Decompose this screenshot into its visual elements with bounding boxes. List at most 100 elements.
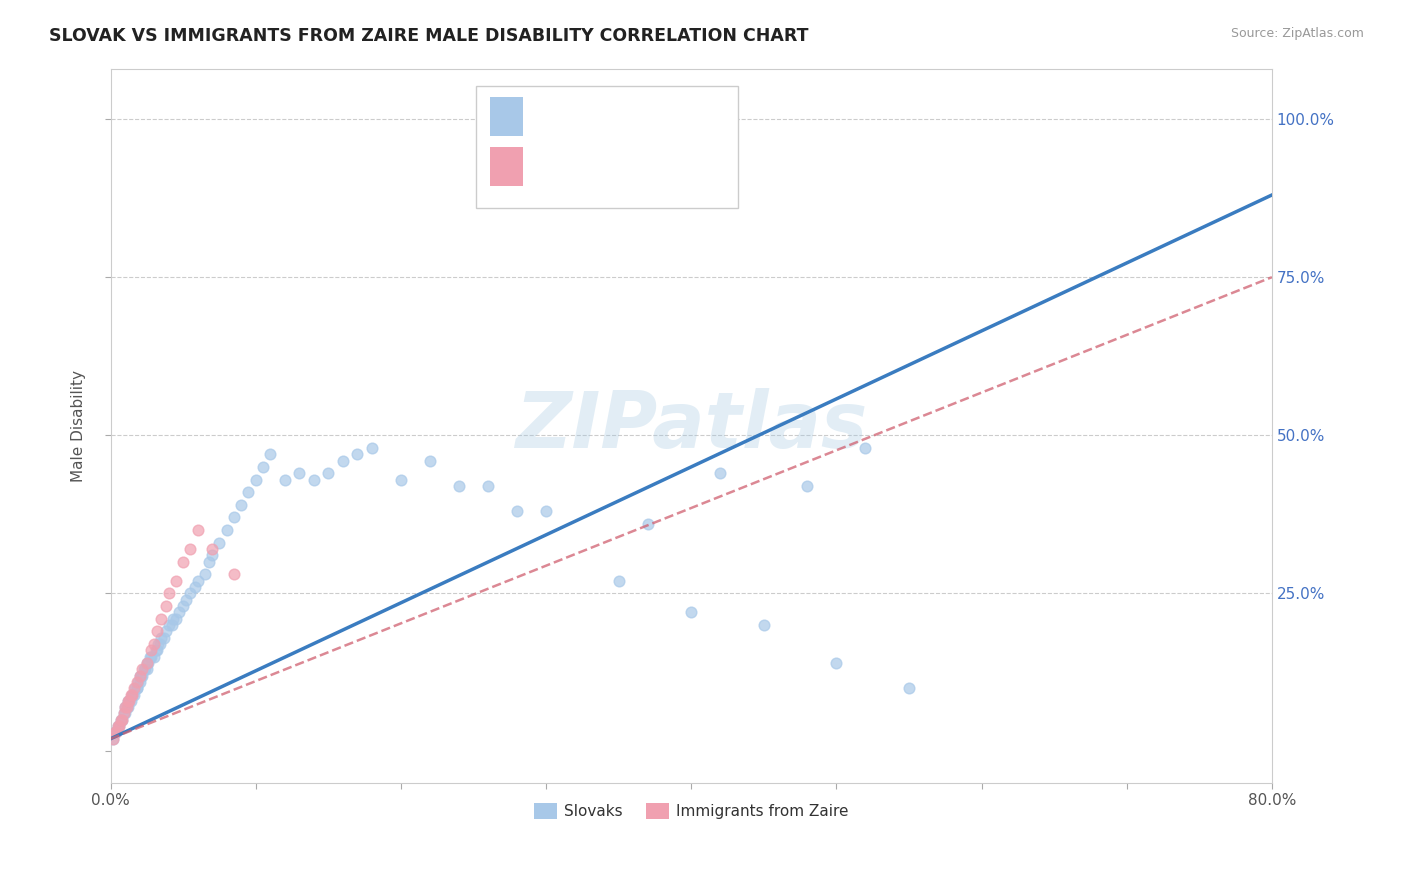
Point (122, 688, 145, 702)
Text: SLOVAK VS IMMIGRANTS FROM ZAIRE MALE DISABILITY CORRELATION CHART: SLOVAK VS IMMIGRANTS FROM ZAIRE MALE DIS… (49, 27, 808, 45)
Point (108, 719, 131, 733)
Point (118, 694, 141, 708)
Point (252, 459, 274, 474)
Point (127, 674, 149, 689)
Point (115, 700, 138, 714)
Point (121, 688, 143, 702)
Point (332, 453, 354, 467)
Point (855, 441, 877, 455)
Point (179, 542, 201, 557)
Point (125, 681, 148, 696)
Point (155, 624, 177, 639)
Point (128, 668, 150, 682)
Point (607, 574, 630, 588)
Point (112, 706, 135, 721)
Point (103, 731, 125, 746)
Point (187, 574, 209, 588)
Point (105, 725, 128, 739)
Point (316, 466, 339, 480)
Legend: Slovaks, Immigrants from Zaire: Slovaks, Immigrants from Zaire (527, 797, 855, 825)
Point (172, 599, 194, 613)
Point (637, 516, 659, 531)
Point (136, 656, 159, 670)
Text: N = 84: N = 84 (657, 106, 718, 124)
Point (129, 668, 152, 682)
Point (135, 656, 157, 670)
Point (160, 618, 183, 632)
Point (222, 567, 245, 582)
Point (274, 473, 297, 487)
Text: Source: ZipAtlas.com: Source: ZipAtlas.com (1230, 27, 1364, 40)
Point (681, 605, 703, 619)
Point (150, 631, 173, 645)
Point (110, 713, 132, 727)
Point (198, 555, 221, 569)
Point (121, 688, 143, 702)
Point (110, 713, 132, 727)
Point (107, 719, 129, 733)
Text: R = 0.673: R = 0.673 (537, 106, 620, 124)
Point (897, 681, 920, 696)
Point (117, 694, 139, 708)
Point (477, 479, 499, 493)
Point (201, 549, 224, 563)
Point (245, 473, 267, 487)
Point (174, 592, 197, 607)
Point (104, 725, 127, 739)
Point (389, 473, 412, 487)
Point (120, 688, 142, 702)
Point (139, 649, 162, 664)
Point (155, 599, 177, 613)
Point (796, 479, 818, 493)
Point (447, 479, 470, 493)
Point (157, 586, 180, 600)
Point (115, 700, 138, 714)
Point (118, 694, 141, 708)
Point (419, 453, 441, 467)
FancyBboxPatch shape (477, 87, 738, 208)
Point (128, 674, 150, 689)
Point (146, 624, 169, 639)
Point (108, 719, 131, 733)
Point (172, 555, 194, 569)
Point (111, 713, 134, 727)
Point (135, 662, 157, 676)
Point (135, 656, 157, 670)
Point (238, 485, 260, 500)
Point (131, 668, 153, 682)
Point (117, 694, 139, 708)
Point (149, 637, 172, 651)
Point (150, 612, 173, 626)
Point (201, 542, 224, 557)
Point (128, 668, 150, 682)
Point (709, 466, 731, 480)
Point (184, 580, 207, 594)
Point (165, 612, 187, 626)
Point (114, 700, 136, 714)
Point (187, 523, 209, 537)
Point (141, 643, 163, 657)
Point (132, 662, 155, 676)
Point (111, 713, 134, 727)
Point (134, 662, 156, 676)
Point (162, 612, 184, 626)
Point (107, 719, 129, 733)
Point (222, 510, 245, 524)
Point (103, 731, 125, 746)
Point (259, 447, 281, 461)
Point (105, 725, 128, 739)
Point (506, 504, 529, 518)
Point (143, 649, 166, 664)
Point (752, 618, 775, 632)
Point (208, 535, 231, 549)
Point (215, 523, 238, 537)
FancyBboxPatch shape (491, 147, 523, 186)
Point (288, 466, 311, 480)
Point (143, 637, 166, 651)
Point (360, 441, 382, 455)
Text: N = 31: N = 31 (657, 156, 718, 174)
Point (153, 631, 176, 645)
Point (165, 574, 187, 588)
Point (141, 649, 163, 664)
Point (124, 681, 146, 696)
